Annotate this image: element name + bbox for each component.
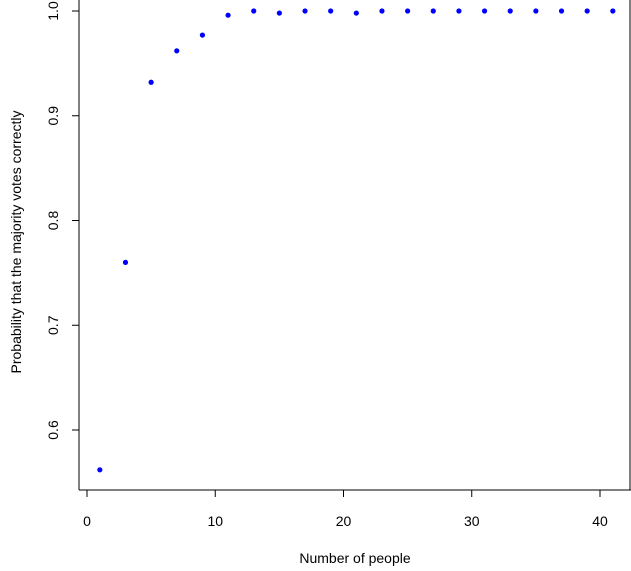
data-point — [456, 8, 462, 14]
data-point — [405, 8, 411, 14]
data-point — [584, 8, 590, 14]
data-point — [558, 8, 565, 14]
y-ticks: 0.6 0.7 0.8 0.9 1.0 — [45, 1, 79, 440]
data-point — [199, 32, 206, 38]
x-axis-title: Number of people — [299, 550, 411, 566]
data-point — [97, 467, 103, 473]
x-ticks: 0 10 20 30 40 — [83, 490, 608, 529]
y-tick-label: 0.7 — [45, 315, 61, 335]
plot-area — [97, 8, 616, 473]
data-point — [533, 8, 539, 14]
y-tick-label: 0.8 — [45, 211, 61, 231]
x-tick-label: 20 — [336, 513, 352, 529]
data-point — [122, 259, 129, 265]
y-tick-label: 0.9 — [45, 106, 61, 126]
data-point — [481, 8, 488, 14]
x-tick-label: 10 — [207, 513, 223, 529]
data-point — [225, 12, 231, 18]
data-point — [251, 8, 257, 14]
data-point — [353, 10, 359, 16]
data-point — [379, 8, 385, 14]
x-tick-label: 0 — [83, 513, 91, 529]
data-point — [507, 8, 513, 14]
y-axis-title: Probability that the majority votes corr… — [8, 111, 24, 374]
y-tick-label: 0.6 — [45, 420, 61, 440]
axes: 0 10 20 30 40 0.6 0.7 0.8 0.9 1.0 — [45, 0, 631, 529]
data-point — [430, 8, 436, 14]
data-point — [148, 79, 154, 85]
data-point — [328, 8, 334, 14]
x-tick-label: 30 — [464, 513, 480, 529]
data-point — [276, 10, 282, 16]
x-tick-label: 40 — [592, 513, 608, 529]
data-point — [302, 8, 308, 14]
y-tick-label: 1.0 — [45, 1, 61, 21]
data-point — [174, 48, 180, 54]
data-point — [610, 8, 616, 14]
